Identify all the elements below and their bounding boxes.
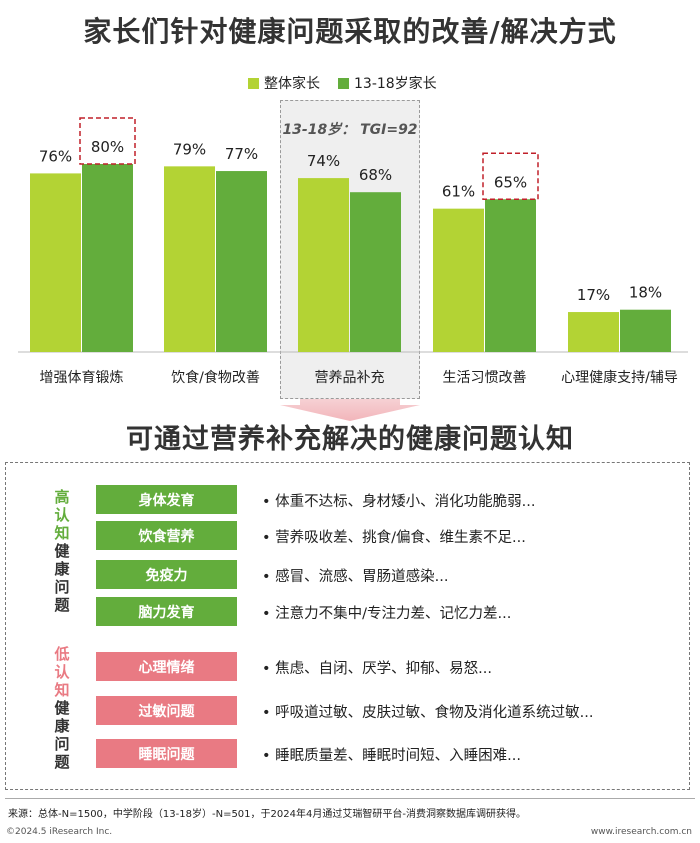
low-tag-0: 心理情绪 <box>96 652 237 681</box>
high-tag-1: 饮食营养 <box>96 521 237 550</box>
high-tag-3: 脑力发育 <box>96 597 237 626</box>
bar-overall-4 <box>568 312 619 352</box>
page-title: 家长们针对健康问题采取的改善/解决方式 <box>83 15 617 48</box>
side-label-char: 健 <box>54 542 70 560</box>
side-label-char: 题 <box>54 596 70 614</box>
high-awareness-label: 高认知健康问题 <box>52 488 72 614</box>
side-label-char: 健 <box>54 699 70 717</box>
value-label-overall-1: 79% <box>173 140 206 158</box>
section-title: 可通过营养补充解决的健康问题认知 <box>126 424 574 455</box>
side-label-char: 问 <box>54 735 70 753</box>
side-label-char: 认 <box>54 506 70 524</box>
category-label-3: 生活习惯改善 <box>443 369 527 386</box>
bar-teen-2 <box>350 192 401 352</box>
side-label-char: 低 <box>54 645 70 663</box>
copyright: ©2024.5 iResearch Inc. <box>6 827 113 837</box>
emphasis-box-0 <box>79 117 136 165</box>
chart-legend: 整体家长 13-18岁家长 <box>248 73 437 93</box>
bar-teen-1 <box>216 171 267 352</box>
low-desc-0: • 焦虑、自闭、厌学、抑郁、易怒... <box>262 661 492 677</box>
tgi-note: 13-18岁： TGI=92 <box>282 122 418 138</box>
side-label-char: 康 <box>54 717 70 735</box>
value-label-teen-3: 65% <box>494 173 527 191</box>
down-arrow-icon <box>280 399 420 421</box>
bar-overall-2 <box>298 178 349 352</box>
high-desc-3: • 注意力不集中/专注力差、记忆力差... <box>262 606 512 622</box>
side-label-char: 题 <box>54 753 70 771</box>
legend-item-overall: 整体家长 <box>248 73 320 93</box>
value-label-teen-1: 77% <box>225 145 258 163</box>
bar-overall-0 <box>30 173 81 352</box>
emphasis-box-3 <box>482 152 539 200</box>
high-desc-0: • 体重不达标、身材矮小、消化功能脆弱... <box>262 494 536 510</box>
low-desc-2: • 睡眠质量差、睡眠时间短、入睡困难... <box>262 748 521 764</box>
low-tag-1: 过敏问题 <box>96 696 237 725</box>
low-tag-2: 睡眠问题 <box>96 739 237 768</box>
source-note: 来源：总体-N=1500，中学阶段（13-18岁）-N=501，于2024年4月… <box>8 809 526 820</box>
category-label-2: 营养品补充 <box>315 370 385 386</box>
bar-teen-0 <box>82 164 133 352</box>
low-desc-1: • 呼吸道过敏、皮肤过敏、食物及消化道系统过敏... <box>262 705 594 721</box>
website: www.iresearch.com.cn <box>590 827 692 837</box>
value-label-teen-4: 18% <box>629 284 662 302</box>
value-label-overall-2: 74% <box>307 152 340 170</box>
category-label-1: 饮食/食物改善 <box>171 369 260 386</box>
value-label-overall-4: 17% <box>577 286 610 304</box>
legend-label-teen: 13-18岁家长 <box>354 76 437 92</box>
side-label-char: 知 <box>54 524 70 542</box>
side-label-char: 认 <box>54 663 70 681</box>
legend-swatch-overall <box>248 77 259 89</box>
high-tag-2: 免疫力 <box>96 560 237 589</box>
category-label-0: 增强体育锻炼 <box>40 370 124 386</box>
value-label-overall-0: 76% <box>39 147 72 165</box>
bar-overall-3 <box>433 208 484 352</box>
side-label-char: 问 <box>54 578 70 596</box>
legend-swatch-teen <box>338 77 349 89</box>
legend-label-overall: 整体家长 <box>264 76 320 92</box>
bar-teen-4 <box>620 309 671 352</box>
bar-overall-1 <box>164 166 215 352</box>
bar-chart: 76% 80% 增强体育锻炼 79% 77% 饮食/食物改善 74% 68% 营养品补充 61% 6… <box>18 117 688 386</box>
high-tag-0: 身体发育 <box>96 485 237 514</box>
side-label-char: 高 <box>54 488 70 506</box>
legend-item-teen: 13-18岁家长 <box>338 73 437 93</box>
bar-teen-3 <box>485 199 536 352</box>
value-label-teen-0: 80% <box>91 138 124 156</box>
category-label-4: 心理健康支持/辅导 <box>561 369 678 386</box>
low-awareness-label: 低认知健康问题 <box>52 645 72 771</box>
footer-divider <box>5 798 695 799</box>
value-label-teen-2: 68% <box>359 166 392 184</box>
side-label-char: 康 <box>54 560 70 578</box>
value-label-overall-3: 61% <box>442 183 475 201</box>
perception-panel <box>5 462 690 790</box>
high-desc-1: • 营养吸收差、挑食/偏食、维生素不足... <box>262 530 526 546</box>
side-label-char: 知 <box>54 681 70 699</box>
high-desc-2: • 感冒、流感、胃肠道感染... <box>262 569 449 585</box>
